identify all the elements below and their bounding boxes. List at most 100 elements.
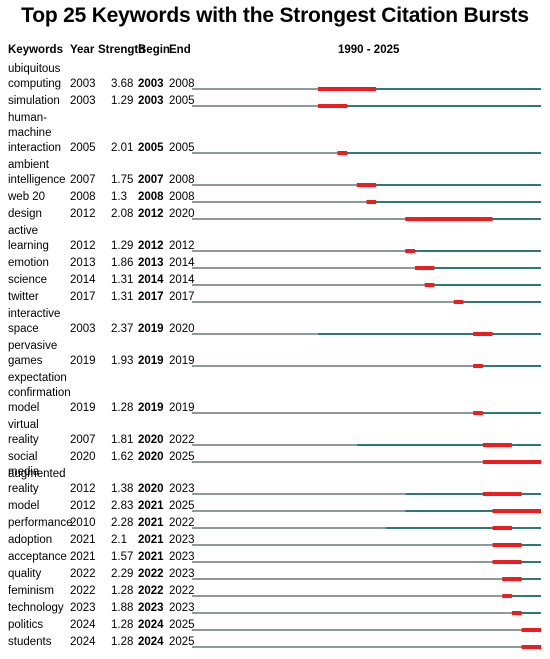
- keyword-label: twitter: [8, 291, 39, 303]
- strength-cell: 1.93: [111, 355, 134, 367]
- timeline-before-segment: [192, 544, 493, 546]
- end-cell: 2022: [169, 434, 195, 446]
- strength-cell: 1.38: [111, 483, 134, 495]
- end-cell: 2017: [169, 291, 195, 303]
- timeline-before-segment: [192, 267, 415, 269]
- begin-cell: 2005: [138, 142, 164, 154]
- timeline-before-segment: [192, 444, 357, 446]
- begin-cell: 2021: [138, 517, 164, 529]
- keyword-label: adoption: [8, 534, 53, 546]
- timeline-before-segment: [192, 510, 406, 512]
- burst-bar: [337, 151, 348, 155]
- burst-bar: [318, 87, 377, 91]
- timeline-before-segment: [192, 595, 503, 597]
- begin-cell: 2019: [138, 323, 164, 335]
- keyword-label: ubiquitous computing: [8, 63, 62, 90]
- timeline-before-segment: [192, 218, 406, 220]
- timeline-active-segment: [356, 444, 541, 446]
- burst-bar: [482, 492, 522, 496]
- begin-cell: 2021: [138, 551, 164, 563]
- timeline-before-segment: [192, 152, 338, 154]
- end-cell: 2012: [169, 240, 195, 252]
- header-end: End: [169, 44, 191, 56]
- timeline-before-segment: [192, 612, 512, 614]
- year-cell: 2019: [70, 402, 96, 414]
- keyword-label: ambient intelligence: [8, 159, 66, 186]
- begin-cell: 2007: [138, 174, 164, 186]
- year-cell: 2012: [70, 500, 96, 512]
- keyword-label: interactive space: [8, 308, 61, 335]
- burst-bar: [473, 411, 483, 415]
- timeline-before-segment: [192, 561, 493, 563]
- burst-bar: [366, 200, 377, 204]
- burst-bar: [473, 364, 483, 368]
- burst-bar: [424, 283, 435, 287]
- end-cell: 2022: [169, 517, 195, 529]
- timeline-before-segment: [192, 284, 425, 286]
- timeline-active-segment: [473, 412, 541, 414]
- burst-bar: [482, 460, 541, 464]
- begin-cell: 2003: [138, 95, 164, 107]
- year-cell: 2003: [70, 78, 96, 90]
- keyword-label: expectation confirmation model: [8, 372, 71, 414]
- burst-bar: [492, 526, 512, 530]
- burst-bar: [473, 332, 493, 336]
- burst-bar: [502, 594, 512, 598]
- keyword-label: web 20: [8, 191, 46, 203]
- timeline-before-segment: [192, 629, 522, 631]
- timeline-active-segment: [414, 267, 541, 269]
- timeline-active-segment: [424, 284, 541, 286]
- strength-cell: 2.08: [111, 208, 134, 220]
- timeline-active-segment: [356, 184, 541, 186]
- begin-cell: 2019: [138, 402, 164, 414]
- timeline-active-segment: [318, 333, 541, 335]
- end-cell: 2025: [169, 451, 195, 463]
- strength-cell: 1.31: [111, 291, 134, 303]
- strength-cell: 1.28: [111, 402, 134, 414]
- end-cell: 2023: [169, 602, 195, 614]
- burst-bar: [492, 543, 522, 547]
- year-cell: 2007: [70, 434, 96, 446]
- burst-bar: [414, 266, 435, 270]
- year-cell: 2012: [70, 208, 96, 220]
- end-cell: 2025: [169, 619, 195, 631]
- year-cell: 2008: [70, 191, 96, 203]
- year-cell: 2022: [70, 568, 96, 580]
- timeline-before-segment: [192, 184, 357, 186]
- strength-cell: 3.68: [111, 78, 134, 90]
- begin-cell: 2008: [138, 191, 164, 203]
- year-cell: 2022: [70, 585, 96, 597]
- strength-cell: 2.01: [111, 142, 134, 154]
- begin-cell: 2023: [138, 602, 164, 614]
- begin-cell: 2013: [138, 257, 164, 269]
- header-begin: Begin: [138, 44, 170, 56]
- burst-bar: [356, 183, 377, 187]
- timeline-active-segment: [385, 527, 541, 529]
- year-cell: 2021: [70, 551, 96, 563]
- keyword-label: performance: [8, 517, 73, 529]
- burst-bar: [492, 560, 522, 564]
- keyword-label: pervasive games: [8, 340, 58, 367]
- keyword-label: augmented reality: [8, 468, 66, 495]
- keyword-label: simulation: [8, 95, 60, 107]
- timeline-before-segment: [192, 201, 367, 203]
- end-cell: 2020: [169, 323, 195, 335]
- timeline-active-segment: [453, 301, 541, 303]
- burst-bar: [405, 249, 415, 253]
- header-year: Year: [70, 44, 95, 56]
- timeline-before-segment: [192, 105, 319, 107]
- year-cell: 2013: [70, 257, 96, 269]
- end-cell: 2008: [169, 191, 195, 203]
- year-cell: 2012: [70, 483, 96, 495]
- keyword-label: quality: [8, 568, 42, 580]
- end-cell: 2005: [169, 95, 195, 107]
- keyword-label: emotion: [8, 257, 49, 269]
- end-cell: 2014: [169, 274, 195, 286]
- timeline-active-segment: [318, 105, 541, 107]
- timeline-active-segment: [337, 152, 541, 154]
- burst-bar: [502, 577, 522, 581]
- year-cell: 2020: [70, 451, 96, 463]
- year-cell: 2010: [70, 517, 96, 529]
- timeline-before-segment: [192, 493, 406, 495]
